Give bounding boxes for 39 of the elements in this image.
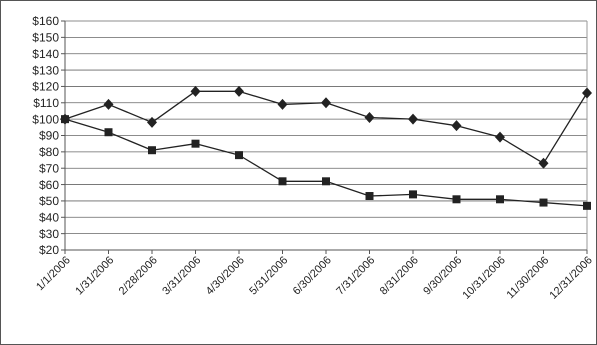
y-tick-label: $160 (32, 14, 60, 28)
point (278, 98, 288, 110)
point (278, 177, 286, 186)
point (409, 190, 417, 198)
point (322, 177, 330, 186)
y-tick-label: $120 (32, 80, 60, 94)
point (496, 195, 504, 204)
point (104, 128, 112, 136)
point (366, 192, 374, 200)
point (190, 86, 200, 97)
point (540, 198, 548, 207)
point (148, 146, 156, 154)
point (408, 114, 418, 125)
point (538, 158, 548, 169)
y-tick-label: $60 (38, 178, 60, 192)
y-tick-label: $80 (38, 145, 60, 160)
point (192, 140, 200, 148)
y-tick-label: $130 (32, 63, 60, 78)
point (583, 202, 591, 210)
y-tick-label: $110 (33, 96, 60, 110)
y-tick-label: $50 (38, 194, 60, 208)
y-tick-label: $90 (38, 128, 60, 143)
y-tick-label: $40 (38, 210, 60, 224)
point (364, 112, 374, 124)
point (321, 97, 331, 108)
y-tick-label: $20 (38, 243, 60, 258)
y-tick-label: $70 (38, 161, 60, 176)
y-tick-label: $150 (32, 30, 60, 45)
point (234, 86, 244, 97)
y-tick-label: $100 (32, 112, 60, 126)
y-tick-label: $140 (32, 46, 60, 61)
point (104, 98, 114, 110)
point (147, 116, 157, 128)
y-tick-label: $30 (38, 226, 60, 241)
point (235, 151, 243, 160)
point (582, 87, 592, 98)
point (452, 195, 460, 204)
point (495, 132, 505, 143)
point (452, 120, 462, 132)
